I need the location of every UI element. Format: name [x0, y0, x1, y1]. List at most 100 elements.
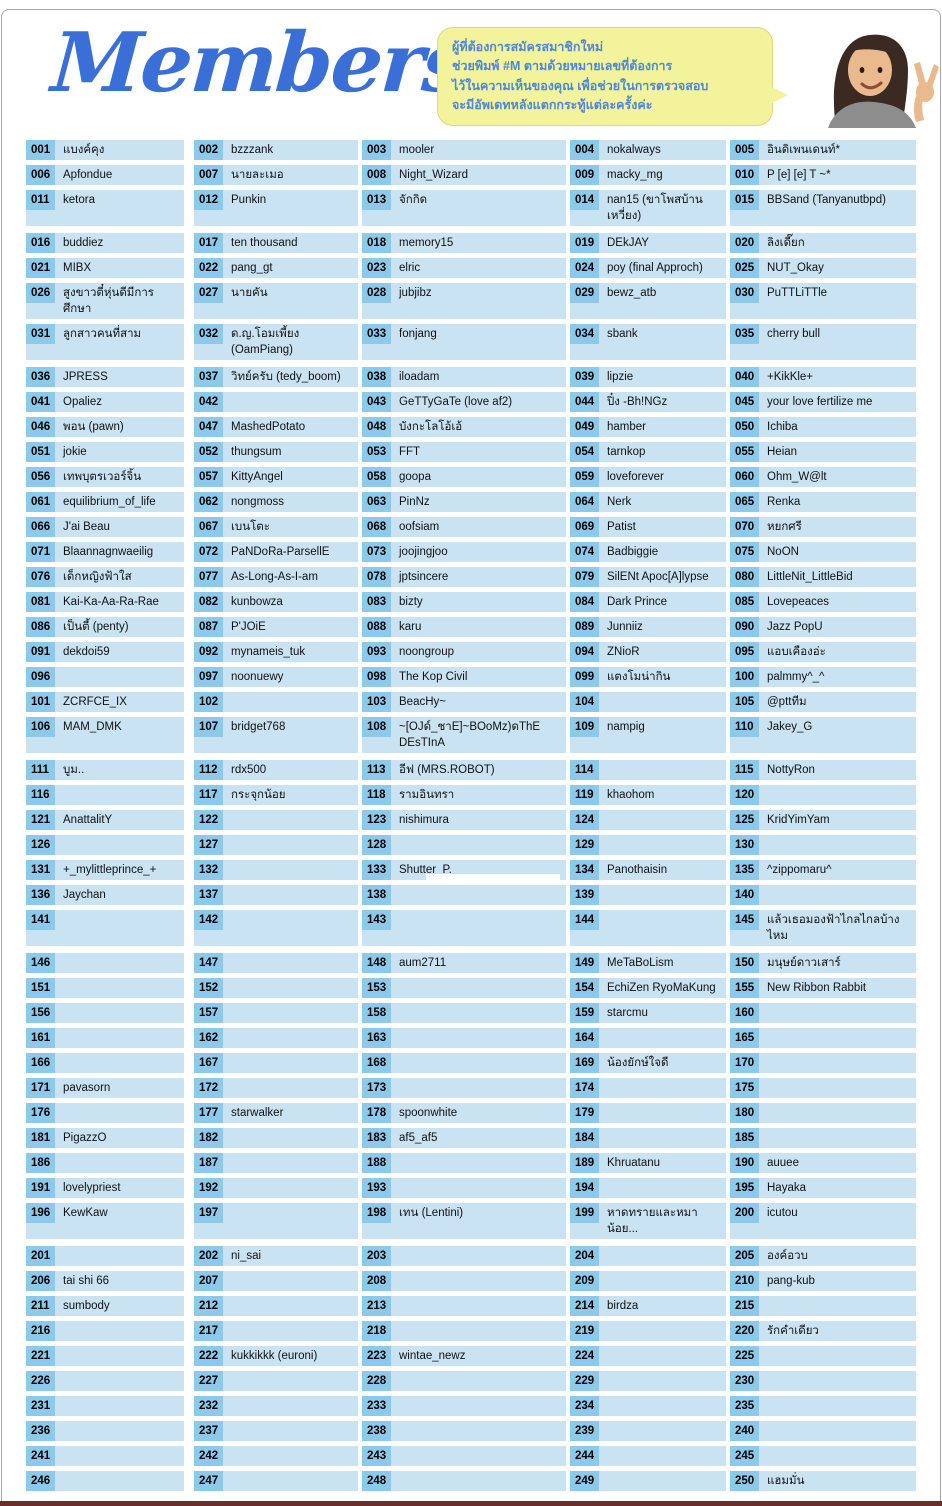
- member-number: 041: [26, 392, 55, 412]
- member-name: bizty: [399, 596, 423, 608]
- member-cell: 057 KittyAngel: [194, 467, 358, 487]
- member-number: 217: [194, 1321, 223, 1341]
- member-name: ZNioR: [607, 646, 640, 658]
- member-number: 151: [26, 978, 55, 998]
- member-number: 094: [570, 642, 599, 662]
- member-number: 222: [194, 1346, 223, 1366]
- member-number: 211: [26, 1296, 55, 1316]
- member-name: thungsum: [231, 446, 282, 458]
- member-name: Ichiba: [767, 421, 798, 433]
- member-cell: 143: [362, 910, 566, 946]
- member-number: 146: [26, 953, 55, 973]
- member-name: [599, 810, 611, 814]
- member-name: [223, 1471, 235, 1475]
- member-cell: 003 mooler: [362, 140, 566, 160]
- member-name: เบนโตะ: [231, 521, 270, 533]
- member-name: [599, 1103, 611, 1107]
- member-row: 101 ZCRFCE_IX 102 103 BeacHy~ 104 105 @pttทีม: [26, 692, 918, 712]
- member-cell: 185: [730, 1128, 916, 1148]
- member-number: 047: [194, 417, 223, 437]
- member-name: memory15: [399, 237, 454, 249]
- member-row: 131 +_mylittleprince_+ 132 133 Shutter_P. 134…: [26, 860, 918, 880]
- member-name: [223, 835, 235, 839]
- member-name: Jaychan: [63, 889, 106, 901]
- member-number: 248: [362, 1471, 391, 1491]
- member-name: KridYimYam: [767, 814, 830, 826]
- member-cell: 218: [362, 1321, 566, 1341]
- member-row: 241 242 243 244 245: [26, 1446, 918, 1466]
- member-row: 061 equilibrium_of_life 062 nongmoss 063 PinN…: [26, 492, 918, 512]
- member-cell: 213: [362, 1296, 566, 1316]
- member-name: P [e] [e] T ~*: [767, 169, 831, 181]
- member-name: macky_mg: [607, 169, 663, 181]
- member-name: [599, 1246, 611, 1250]
- member-row: 196 KewKaw 197 198 เทน (Lentini) 199 หาดทรายแล…: [26, 1203, 918, 1239]
- member-cell: 158: [362, 1003, 566, 1023]
- member-name: [391, 1321, 403, 1325]
- member-cell: 231: [26, 1396, 184, 1416]
- member-cell: 012 Punkin: [194, 190, 358, 226]
- member-name: FFT: [399, 446, 421, 458]
- member-number: 107: [194, 717, 223, 737]
- member-number: 121: [26, 810, 55, 830]
- member-name: [759, 1421, 771, 1425]
- member-name: [223, 1003, 235, 1007]
- member-number: 221: [26, 1346, 55, 1366]
- member-cell: 146: [26, 953, 184, 973]
- member-name: aum2711: [399, 957, 447, 969]
- member-number: 185: [730, 1128, 759, 1148]
- member-cell: 028 jubjibz: [362, 283, 566, 319]
- member-name: แฮมมั่น: [767, 1475, 805, 1487]
- member-name: buddiez: [63, 237, 104, 249]
- member-number: 042: [194, 392, 223, 412]
- member-name: องค์อวบ: [767, 1250, 808, 1262]
- member-cell: 017 ten thousand: [194, 233, 358, 253]
- member-cell: 001 แบงค์คุง: [26, 140, 184, 160]
- member-number: 227: [194, 1371, 223, 1391]
- member-cell: 150 มนุษย์ดาวเสาร์: [730, 953, 916, 973]
- member-name: [759, 1128, 771, 1132]
- member-name: @pttทีม: [767, 696, 807, 708]
- member-number: 070: [730, 517, 759, 537]
- member-name: จักกิด: [399, 194, 428, 206]
- member-cell: 173: [362, 1078, 566, 1098]
- member-number: 196: [26, 1203, 55, 1223]
- member-number: 049: [570, 417, 599, 437]
- member-number: 067: [194, 517, 223, 537]
- member-number: 023: [362, 258, 391, 278]
- member-name: [223, 1128, 235, 1132]
- member-cell: 101 ZCRFCE_IX: [26, 692, 184, 712]
- member-number: 165: [730, 1028, 759, 1048]
- member-cell: 110 Jakey_G: [730, 717, 916, 753]
- member-cell: 190 auuee: [730, 1153, 916, 1173]
- member-name: MashedPotato: [231, 421, 306, 433]
- member-number: 016: [26, 233, 55, 253]
- member-name: [223, 978, 235, 982]
- member-name: น้องยักษ์ใจดี: [607, 1057, 669, 1069]
- member-number: 056: [26, 467, 55, 487]
- member-row: 026 สูงขาวตี๋หุ่นดีมีการศึกษา 027 นายคัน 028…: [26, 283, 918, 319]
- member-number: 210: [730, 1271, 759, 1291]
- member-number: 154: [570, 978, 599, 998]
- member-name: [391, 1246, 403, 1250]
- member-number: 203: [362, 1246, 391, 1266]
- member-name: bridget768: [231, 721, 286, 733]
- member-name: NottyRon: [767, 764, 815, 776]
- member-number: 071: [26, 542, 55, 562]
- member-cell: 115 NottyRon: [730, 760, 916, 780]
- member-name: rdx500: [231, 764, 267, 776]
- member-cell: 004 nokalways: [570, 140, 726, 160]
- member-name: [223, 1178, 235, 1182]
- member-name: karu: [399, 621, 422, 633]
- member-cell: 098 The Kop Civil: [362, 667, 566, 687]
- member-name: [391, 1396, 403, 1400]
- member-row: 041 Opaliez 042 043 GeTTyGaTe (love af2) 044 ป…: [26, 392, 918, 412]
- member-name: Nerk: [607, 496, 632, 508]
- member-name: cherry bull: [767, 328, 821, 340]
- member-number: 092: [194, 642, 223, 662]
- member-cell: 027 นายคัน: [194, 283, 358, 319]
- member-number: 077: [194, 567, 223, 587]
- member-number: 237: [194, 1421, 223, 1441]
- member-number: 219: [570, 1321, 599, 1341]
- member-name: [599, 1028, 611, 1032]
